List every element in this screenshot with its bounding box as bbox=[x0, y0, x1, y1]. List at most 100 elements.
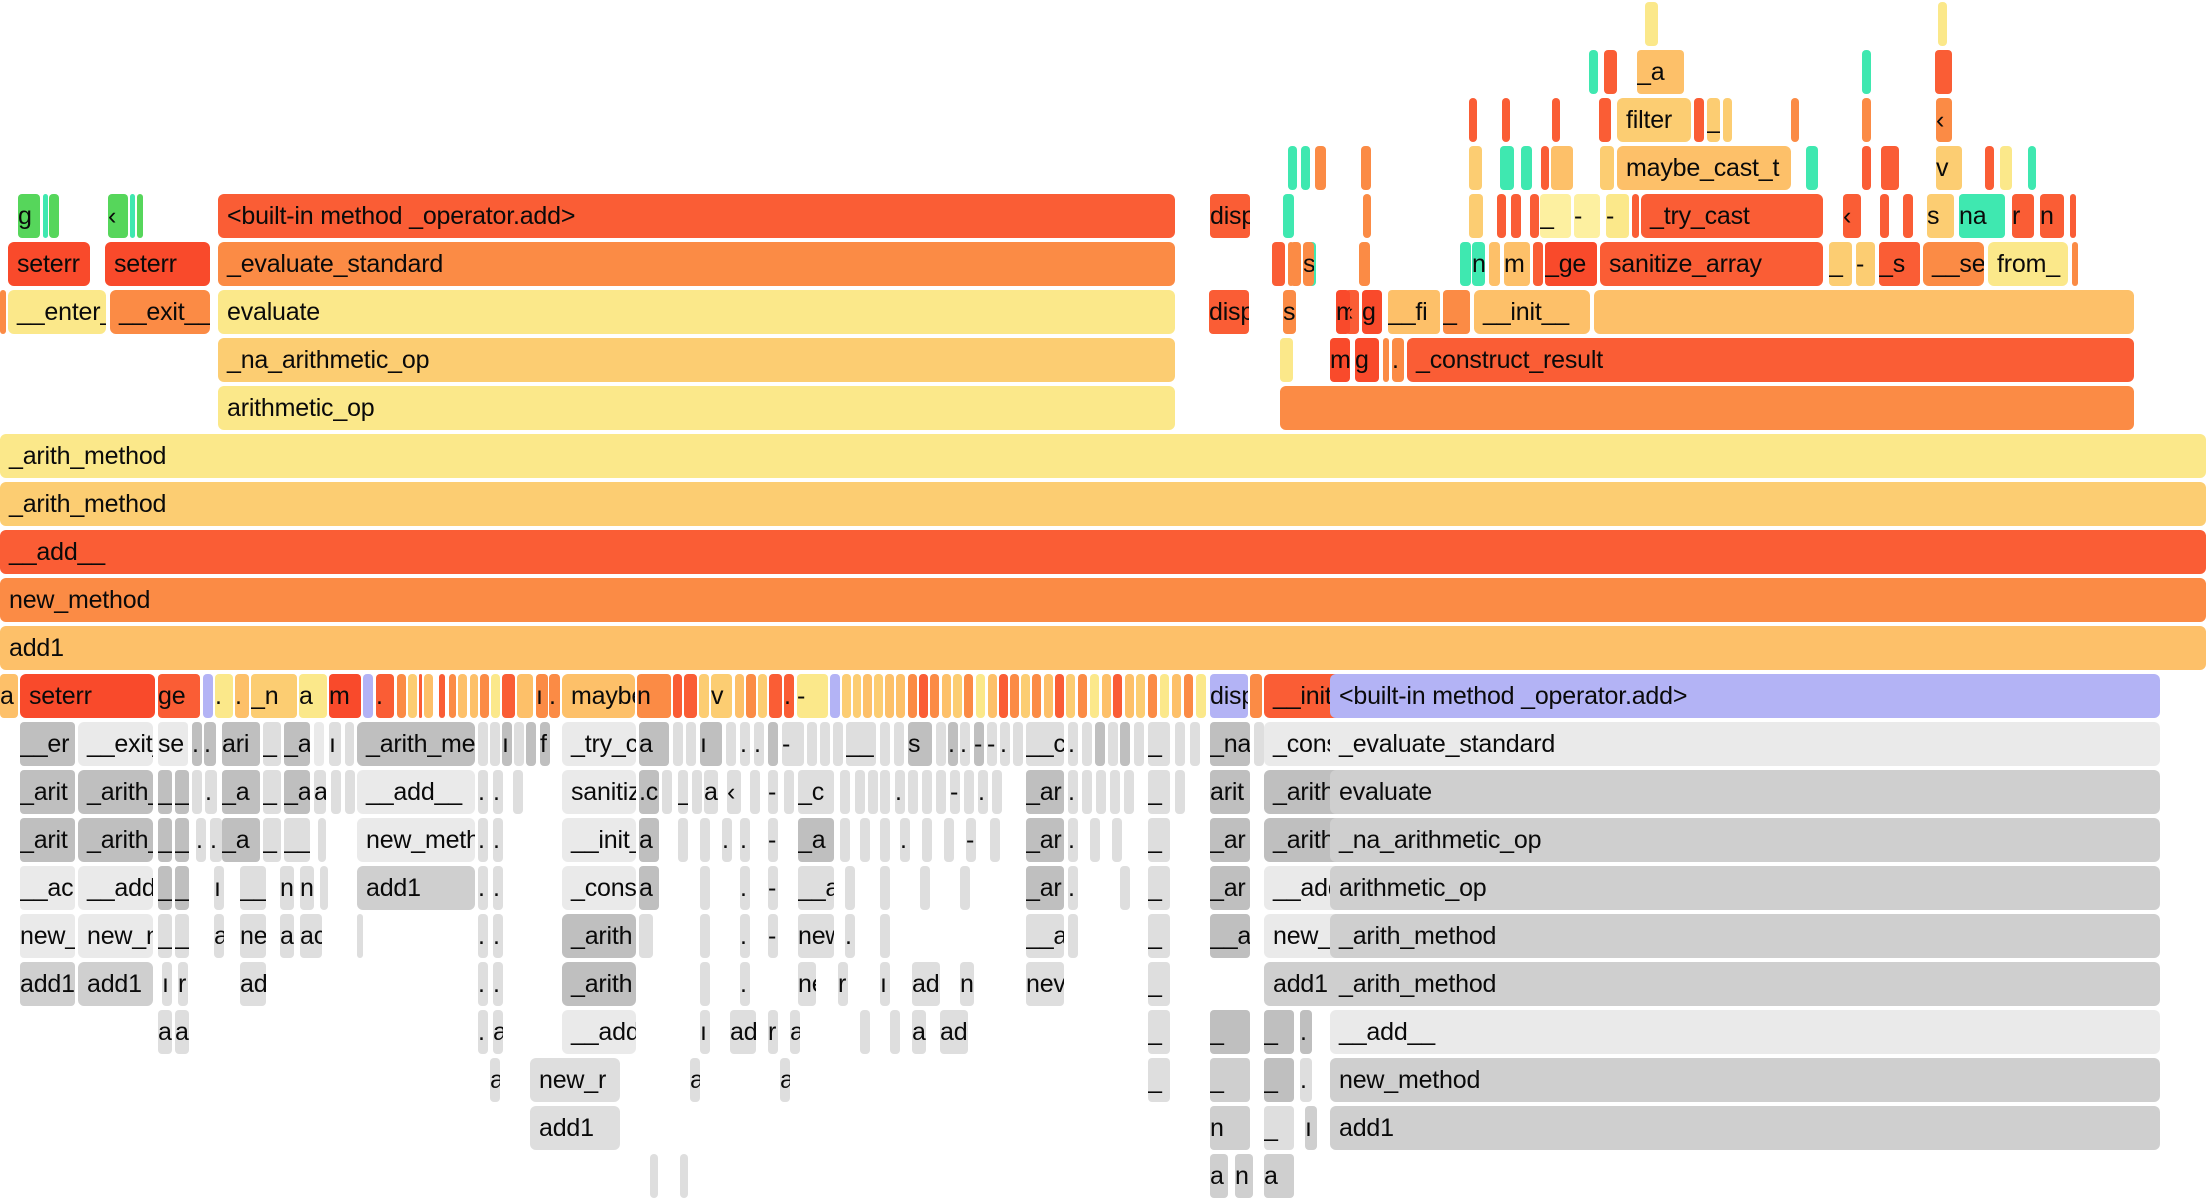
flame-frame-unnamed[interactable] bbox=[203, 674, 213, 718]
flame-frame-unnamed[interactable] bbox=[964, 770, 974, 814]
flame-frame-unnamed[interactable] bbox=[922, 818, 932, 862]
flame-frame-a[interactable]: __a bbox=[1210, 914, 1250, 958]
flame-frame-unnamed[interactable] bbox=[320, 866, 328, 910]
flame-frame-ad[interactable]: ad bbox=[730, 1010, 756, 1054]
flame-frame-add1[interactable]: add1 bbox=[530, 1106, 620, 1150]
flame-frame-r[interactable]: r bbox=[838, 962, 848, 1006]
flame-frame-unnamed[interactable]: . bbox=[235, 674, 249, 718]
flame-frame-unnamed[interactable]: - bbox=[768, 770, 778, 814]
flame-frame-unnamed[interactable] bbox=[1068, 914, 1078, 958]
flame-frame-unnamed[interactable] bbox=[868, 770, 878, 814]
flame-frame-init[interactable]: __init_ bbox=[562, 818, 636, 862]
flame-frame-unnamed[interactable] bbox=[1175, 722, 1185, 766]
flame-frame-g[interactable]: g bbox=[18, 194, 40, 238]
flame-frame-unnamed[interactable] bbox=[855, 770, 865, 814]
flame-frame-arith-method[interactable]: _arith_method bbox=[1330, 914, 2160, 958]
flame-frame-unnamed[interactable] bbox=[1500, 146, 1514, 190]
flame-frame-m[interactable]: m bbox=[1330, 338, 1350, 382]
flame-frame-unnamed[interactable] bbox=[953, 674, 962, 718]
flame-frame-unnamed[interactable]: ‹ bbox=[108, 194, 128, 238]
flame-frame-n[interactable]: n bbox=[960, 962, 974, 1006]
flame-frame-ari[interactable]: ari bbox=[222, 722, 260, 766]
flame-frame-unnamed[interactable] bbox=[1938, 2, 1947, 46]
flame-frame-unnamed[interactable] bbox=[1361, 146, 1371, 190]
flame-frame-unnamed[interactable]: ı bbox=[1305, 1106, 1317, 1150]
flame-frame-unnamed[interactable] bbox=[944, 818, 954, 862]
flame-frame-unnamed[interactable] bbox=[820, 722, 830, 766]
flame-frame-unnamed[interactable] bbox=[746, 674, 756, 718]
flame-frame-unnamed[interactable] bbox=[1862, 146, 1871, 190]
flame-frame-a[interactable]: _a bbox=[284, 770, 310, 814]
flame-frame-unnamed[interactable] bbox=[192, 770, 202, 814]
flame-frame-unnamed[interactable]: . bbox=[215, 674, 233, 718]
flame-frame-unnamed[interactable] bbox=[936, 770, 946, 814]
flame-frame-unnamed[interactable]: . bbox=[493, 914, 503, 958]
flame-frame-na[interactable]: _na bbox=[1210, 722, 1250, 766]
flame-frame-n[interactable]: n bbox=[280, 866, 294, 910]
flame-frame-unnamed[interactable]: _ bbox=[1148, 962, 1170, 1006]
flame-frame-add1[interactable]: add1 bbox=[1330, 1106, 2160, 1150]
flame-frame-unnamed[interactable]: . bbox=[493, 770, 503, 814]
flame-frame-unnamed[interactable]: _ bbox=[1443, 290, 1470, 334]
flame-frame-unnamed[interactable]: _ bbox=[175, 914, 189, 958]
flame-frame-new[interactable]: new_ bbox=[20, 914, 75, 958]
flame-frame-unnamed[interactable] bbox=[345, 722, 354, 766]
flame-frame-a[interactable]: a bbox=[299, 674, 327, 718]
flame-frame-unnamed[interactable]: - bbox=[950, 770, 960, 814]
flame-frame-unnamed[interactable]: __ bbox=[846, 722, 876, 766]
flame-frame-ge[interactable]: _ge bbox=[1545, 242, 1597, 286]
flame-frame-unnamed[interactable] bbox=[1172, 674, 1181, 718]
flame-frame-unnamed[interactable]: _ bbox=[1148, 818, 1170, 862]
flame-frame-unnamed[interactable]: . bbox=[1300, 1058, 1312, 1102]
flame-frame-unnamed[interactable] bbox=[397, 674, 406, 718]
flame-frame-unnamed[interactable] bbox=[942, 674, 951, 718]
flame-frame-unnamed[interactable] bbox=[1175, 770, 1185, 814]
flame-frame-unnamed[interactable] bbox=[1160, 674, 1169, 718]
flame-frame-unnamed[interactable] bbox=[1530, 194, 1539, 238]
flame-frame-unnamed[interactable]: . bbox=[204, 722, 216, 766]
flame-frame-arith-method[interactable]: _arith_method bbox=[1330, 962, 2160, 1006]
flame-frame-seterr[interactable]: seterr bbox=[20, 674, 155, 718]
flame-frame-unnamed[interactable] bbox=[1489, 242, 1500, 286]
flame-frame-unnamed[interactable] bbox=[1645, 2, 1658, 46]
flame-frame-unnamed[interactable] bbox=[1110, 770, 1120, 814]
flame-frame-f[interactable]: f bbox=[540, 722, 550, 766]
flame-frame-unnamed[interactable]: ‹ bbox=[727, 770, 741, 814]
flame-frame-unnamed[interactable]: - bbox=[1606, 194, 1629, 238]
flame-frame-arith[interactable]: _arith_ bbox=[78, 770, 153, 814]
flame-frame-unnamed[interactable]: - bbox=[966, 818, 976, 862]
flame-frame-unnamed[interactable] bbox=[885, 674, 894, 718]
flame-frame-n[interactable]: _n bbox=[251, 674, 297, 718]
flame-frame-unnamed[interactable] bbox=[458, 674, 467, 718]
flame-frame-unnamed[interactable] bbox=[2028, 146, 2036, 190]
flame-frame-try-cast[interactable]: _try_cast bbox=[1641, 194, 1823, 238]
flame-frame-a[interactable]: a bbox=[493, 1010, 503, 1054]
flame-frame-ar[interactable]: _ar bbox=[1210, 866, 1250, 910]
flame-frame-arit[interactable]: arit bbox=[1210, 770, 1250, 814]
flame-frame-sanitiz[interactable]: sanitiz bbox=[562, 770, 636, 814]
flame-frame-n[interactable]: n bbox=[300, 866, 314, 910]
flame-frame-unnamed[interactable] bbox=[1315, 146, 1326, 190]
flame-frame-unnamed[interactable]: . bbox=[478, 866, 488, 910]
flame-frame-try-c[interactable]: _try_c bbox=[562, 722, 636, 766]
flame-frame-a[interactable]: a bbox=[314, 770, 326, 814]
flame-frame-unnamed[interactable] bbox=[517, 674, 533, 718]
flame-frame-unnamed[interactable] bbox=[1903, 194, 1913, 238]
flame-frame-unnamed[interactable]: ı bbox=[700, 1010, 710, 1054]
flame-frame-unnamed[interactable]: . bbox=[1068, 770, 1078, 814]
flame-frame-unnamed[interactable] bbox=[692, 770, 702, 814]
flame-frame-se[interactable]: __se bbox=[1923, 242, 1984, 286]
flame-frame-unnamed[interactable]: . bbox=[845, 914, 855, 958]
flame-frame-na[interactable]: na bbox=[1959, 194, 2005, 238]
flame-frame-ar[interactable]: _ar bbox=[1026, 818, 1064, 862]
flame-frame-a[interactable]: a bbox=[158, 1010, 172, 1054]
flame-frame-a[interactable]: a bbox=[175, 1010, 189, 1054]
flame-frame-unnamed[interactable] bbox=[662, 770, 672, 814]
flame-frame-unnamed[interactable]: _ bbox=[1829, 242, 1852, 286]
flame-frame-unnamed[interactable] bbox=[491, 674, 500, 718]
flame-frame-unnamed[interactable]: ı bbox=[162, 962, 172, 1006]
flame-frame-unnamed[interactable] bbox=[1044, 674, 1053, 718]
flame-frame-unnamed[interactable] bbox=[1862, 98, 1871, 142]
flame-frame-unnamed[interactable] bbox=[769, 674, 782, 718]
flame-frame-co[interactable]: __co bbox=[1026, 722, 1064, 766]
